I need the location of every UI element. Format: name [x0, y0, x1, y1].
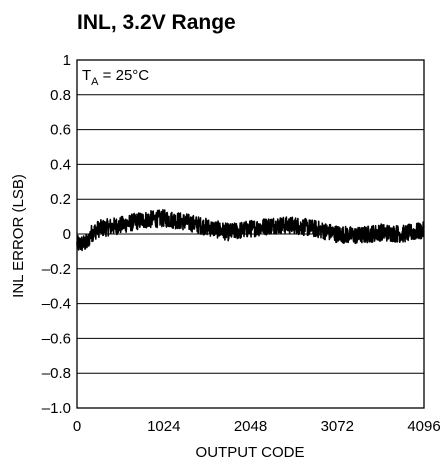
y-tick-label: –0.4: [42, 296, 71, 313]
y-tick-label: –0.8: [42, 365, 71, 382]
y-tick-label: 0.6: [50, 122, 71, 139]
inl-series-line: [76, 209, 425, 252]
y-tick-label: 0.8: [50, 87, 71, 104]
annotation-main: T: [82, 67, 91, 84]
annotation-rest: = 25°C: [99, 67, 150, 84]
x-tick-label: 2048: [234, 418, 267, 435]
y-tick-label: 0.4: [50, 156, 71, 173]
x-tick-label: 0: [73, 418, 81, 435]
y-tick-label: 1: [63, 52, 71, 69]
x-tick-labels: 0 1024 2048 3072 4096: [73, 418, 441, 435]
y-tick-labels: 1 0.8 0.6 0.4 0.2 0 –0.2 –0.4 –0.6 –0.8 –1.0: [42, 52, 71, 417]
x-tick-label: 4096: [407, 418, 440, 435]
y-tick-label: 0: [63, 226, 71, 243]
x-axis-label: OUTPUT CODE: [196, 444, 305, 461]
temperature-annotation: TA = 25°C: [82, 67, 149, 88]
y-tick-label: –0.2: [42, 261, 71, 278]
y-axis-label: INL ERROR (LSB): [10, 174, 27, 298]
y-tick-label: –0.6: [42, 330, 71, 347]
y-tick-label: –1.0: [42, 400, 71, 417]
chart-title: INL, 3.2V Range: [77, 11, 236, 34]
x-tick-label: 3072: [321, 418, 354, 435]
y-tick-label: 0.2: [50, 191, 71, 208]
annotation-sub: A: [91, 76, 99, 88]
x-tick-label: 1024: [147, 418, 180, 435]
plot-frame: [76, 59, 425, 409]
